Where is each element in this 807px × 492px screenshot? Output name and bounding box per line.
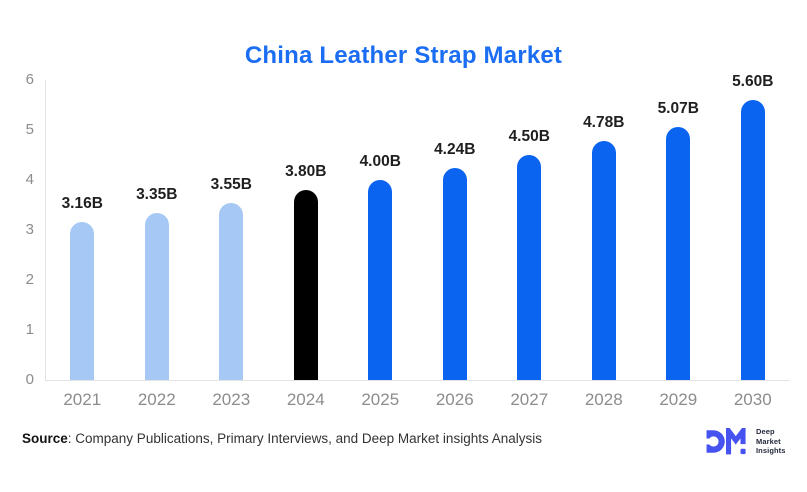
logo-line-1: Deep	[756, 427, 775, 436]
bar-value-label: 3.55B	[210, 175, 252, 193]
x-tick-label: 2025	[361, 390, 400, 409]
bar-value-label: 4.24B	[434, 141, 476, 158]
source-text: : Company Publications, Primary Intervie…	[67, 431, 542, 446]
bar-value-label: 5.60B	[732, 73, 774, 90]
y-tick-label: 2	[25, 271, 34, 288]
x-tick-label: 2026	[435, 390, 474, 409]
y-axis-line	[45, 80, 46, 380]
bar-value-label: 4.78B	[583, 114, 625, 131]
bar-2023	[219, 202, 244, 380]
bar-2029	[666, 126, 691, 380]
bar-value-label: 4.50B	[508, 128, 550, 145]
source-note: Source: Company Publications, Primary In…	[22, 431, 542, 446]
x-axis-line	[45, 380, 790, 381]
x-tick-label: 2028	[584, 390, 623, 409]
logo-line-2: Market	[756, 436, 781, 446]
bar-2028	[591, 141, 616, 380]
x-tick-label: 2023	[212, 390, 251, 409]
y-tick-label: 4	[25, 171, 34, 188]
x-tick-label: 2021	[63, 390, 102, 409]
bar-2022	[144, 212, 169, 380]
bar-value-label: 3.35B	[136, 185, 178, 203]
x-tick-label: 2030	[733, 390, 772, 409]
bar-2026	[442, 168, 467, 380]
dm-logo-icon	[706, 427, 746, 455]
x-tick-label: 2022	[137, 390, 176, 409]
y-tick-label: 5	[25, 121, 34, 138]
bar-2027	[517, 155, 542, 380]
bar-2030	[740, 100, 765, 380]
bar-value-label: 3.16B	[61, 195, 103, 212]
logo-line-3: Insights	[756, 446, 786, 455]
x-tick-label: 2027	[510, 390, 549, 409]
bar-2021	[70, 222, 95, 380]
y-tick-label: 3	[25, 221, 34, 238]
bar-value-label: 3.80B	[285, 163, 327, 180]
y-tick-label: 1	[25, 321, 34, 338]
company-logo[interactable]: Deep Market Insights	[706, 427, 786, 456]
x-tick-label: 2029	[659, 390, 698, 409]
source-label: Source	[22, 431, 68, 446]
bar-value-label: 4.00B	[359, 153, 401, 170]
chart-title: China Leather Strap Market	[244, 42, 563, 69]
bar-2024	[293, 190, 318, 380]
x-tick-label: 2024	[286, 390, 325, 409]
y-tick-label: 6	[25, 71, 34, 88]
y-tick-label: 0	[25, 371, 34, 388]
logo-wordmark: Deep Market Insights	[756, 427, 786, 456]
bar-2025	[368, 180, 393, 380]
bar-value-label: 5.07B	[657, 99, 699, 117]
